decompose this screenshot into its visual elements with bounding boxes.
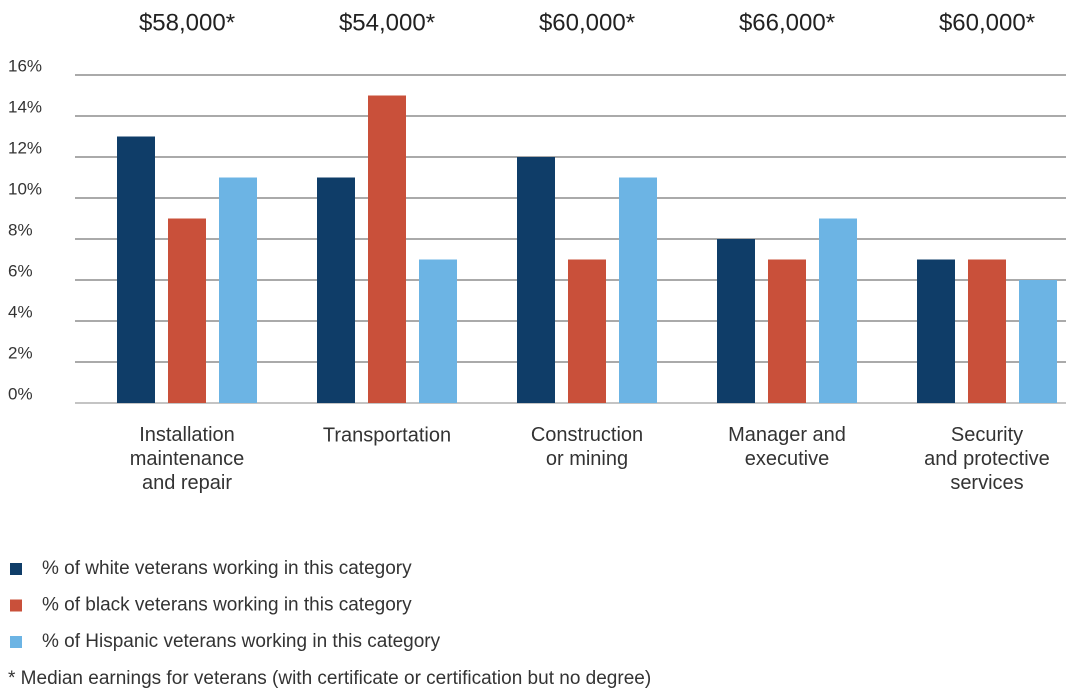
bar	[768, 259, 806, 403]
y-tick-label: 10%	[8, 179, 42, 198]
x-tick-label: Construction or mining	[531, 424, 643, 470]
bar	[168, 218, 206, 403]
bar	[368, 95, 406, 403]
legend-label: % of white veterans working in this cate…	[42, 558, 412, 579]
bar	[717, 239, 755, 403]
legend-label: % of Hispanic veterans working in this c…	[42, 631, 441, 652]
annotation: $54,000*	[339, 9, 435, 36]
bar	[419, 259, 457, 403]
x-tick-label: Manager and executive	[728, 424, 846, 470]
annotation: $60,000*	[939, 9, 1035, 36]
bar	[317, 177, 355, 403]
annotation: $66,000*	[739, 9, 835, 36]
bar	[619, 177, 657, 403]
bar	[819, 218, 857, 403]
annotation: $58,000*	[139, 9, 235, 36]
bar	[968, 259, 1006, 403]
y-tick-label: 12%	[8, 138, 42, 157]
legend-swatch	[10, 563, 22, 575]
legend-label: % of black veterans working in this cate…	[42, 595, 412, 616]
annotation: $60,000*	[539, 9, 635, 36]
bar	[917, 259, 955, 403]
y-tick-label: 4%	[8, 302, 33, 321]
bar	[219, 177, 257, 403]
y-tick-label: 14%	[8, 97, 42, 116]
legend-swatch	[10, 599, 22, 612]
x-tick-label: Transportation	[323, 424, 451, 446]
y-tick-label: 0%	[8, 384, 33, 403]
bar	[1019, 280, 1057, 403]
y-tick-label: 8%	[8, 220, 33, 239]
footnote: * Median earnings for veterans (with cer…	[8, 668, 651, 689]
y-tick-label: 16%	[8, 56, 42, 75]
x-tick-label: Security and protective services	[924, 424, 1050, 494]
y-tick-label: 6%	[8, 261, 33, 280]
bar	[517, 157, 555, 403]
y-tick-label: 2%	[8, 343, 33, 362]
x-tick-label: Installation maintenance and repair	[130, 424, 245, 494]
bar	[117, 136, 155, 403]
bar	[568, 259, 606, 403]
legend-swatch	[10, 636, 22, 648]
